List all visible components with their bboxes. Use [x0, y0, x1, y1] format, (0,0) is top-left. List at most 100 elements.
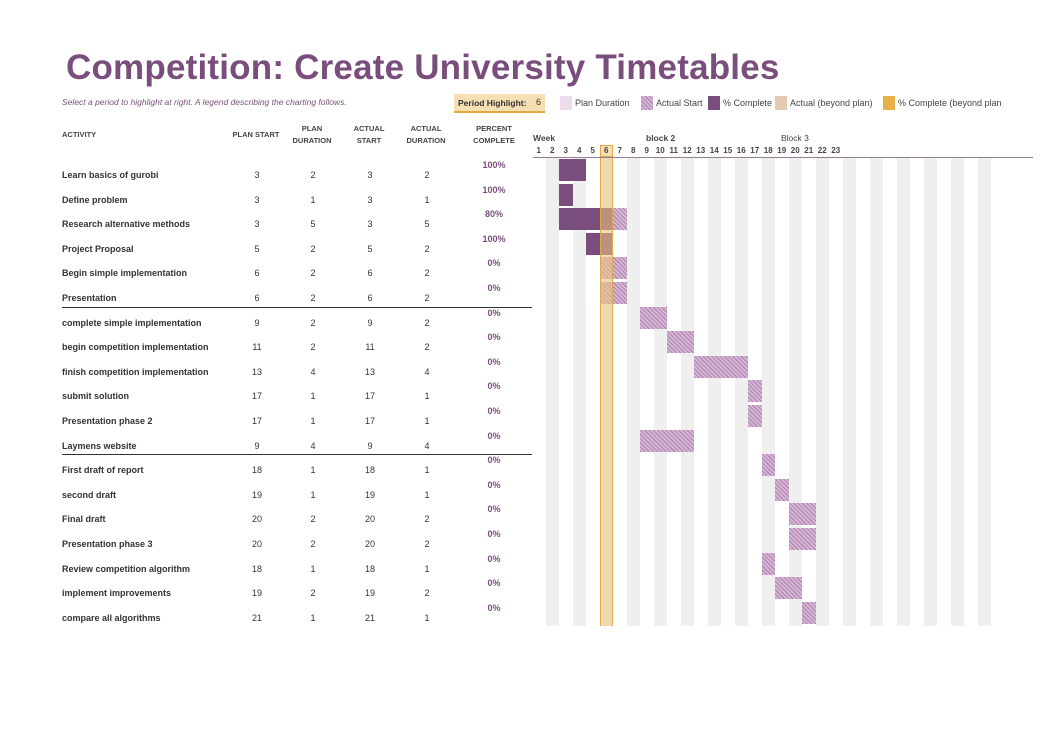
header-plan-start: PLAN START	[232, 130, 280, 139]
activity-row[interactable]: second draft 19 1 19 1 0%	[62, 480, 532, 507]
week-number-16: 16	[736, 146, 746, 155]
plan-start: 6	[254, 293, 260, 303]
percent-complete: 0%	[487, 283, 501, 293]
plan-duration: 2	[310, 588, 316, 599]
activity-row[interactable]: Begin simple implementation 6 2 6 2 0%	[62, 258, 532, 285]
page-title: Competition: Create University Timetable…	[66, 48, 780, 87]
actual-duration: 2	[424, 514, 430, 525]
actual-duration: 2	[424, 293, 430, 303]
actual-duration: 2	[424, 342, 430, 353]
gantt-column	[815, 158, 829, 626]
week-number-18: 18	[763, 146, 773, 155]
percent-complete: 0%	[487, 455, 501, 466]
actual-start: 9	[367, 317, 373, 328]
actual-start: 13	[364, 366, 375, 377]
actual-bar	[802, 601, 816, 624]
percent-complete: 100%	[482, 184, 506, 195]
week-number-9: 9	[644, 146, 649, 155]
gantt-column	[734, 158, 748, 626]
highlight-period-column	[599, 158, 613, 626]
actual-duration: 4	[424, 440, 430, 451]
activity-name: Presentation	[62, 293, 117, 303]
week-number-20: 20	[790, 146, 800, 155]
activity-row[interactable]: submit solution 17 1 17 1 0%	[62, 381, 532, 408]
week-number-4: 4	[577, 146, 582, 155]
plan-start: 18	[251, 563, 262, 574]
activity-name: Final draft	[62, 514, 106, 525]
plan-duration: 1	[310, 563, 316, 574]
percent-complete: 0%	[487, 602, 501, 613]
plan-duration: 2	[310, 539, 316, 549]
plan-start: 3	[254, 170, 260, 180]
period-highlight-input[interactable]: 6	[536, 97, 542, 107]
activity-row[interactable]: compare all algorithms 21 1 21 1 0%	[62, 602, 532, 630]
activity-row[interactable]: Research alternative methods 3 5 3 5 80%	[62, 209, 532, 236]
activity-row[interactable]: Presentation 6 2 6 2 0%	[62, 283, 532, 310]
activity-name: Project Proposal	[62, 243, 134, 254]
header-plan-duration: PLAN DURATION	[286, 123, 338, 147]
activity-name: submit solution	[62, 391, 129, 402]
percent-complete: 100%	[482, 233, 506, 244]
activity-name: Presentation phase 2	[62, 416, 153, 426]
activity-name: second draft	[62, 489, 117, 500]
activity-row[interactable]: Presentation phase 2 17 1 17 1 0%	[62, 406, 532, 433]
week-number-6: 6	[599, 145, 613, 157]
period-highlight-box[interactable]: Period Highlight: 6	[454, 94, 545, 113]
activity-row[interactable]: First draft of report 18 1 18 1 0%	[62, 455, 532, 482]
week-number-14: 14	[709, 146, 719, 155]
actual-bar	[694, 355, 748, 378]
activity-row[interactable]: Review competition algorithm 18 1 18 1 0%	[62, 554, 532, 581]
gantt-column	[869, 158, 883, 626]
actual-bar	[748, 405, 762, 427]
actual-start: 11	[365, 342, 375, 353]
week-number-3: 3	[563, 146, 568, 155]
plan-start: 9	[254, 440, 260, 451]
block-3-label: Block 3	[781, 133, 809, 143]
activity-row[interactable]: complete simple implementation 9 2 9 2 0%	[62, 307, 532, 335]
activity-row[interactable]: implement improvements 19 2 19 2 0%	[62, 578, 532, 605]
actual-duration: 2	[424, 268, 430, 279]
activity-row[interactable]: Learn basics of gurobi 3 2 3 2 100%	[62, 160, 532, 187]
percent-complete: 0%	[487, 307, 501, 318]
header-percent-complete: PERCENT COMPLETE	[464, 123, 524, 147]
activity-row[interactable]: Presentation phase 3 20 2 20 2 0%	[62, 529, 532, 556]
week-label: Week	[533, 133, 556, 143]
plan-start: 19	[251, 489, 262, 500]
activity-name: implement improvements	[62, 588, 172, 599]
week-number-5: 5	[590, 146, 595, 155]
section-divider	[62, 454, 532, 456]
legend-label: Actual Start	[656, 98, 703, 108]
plan-duration: 2	[310, 170, 316, 180]
activity-name: Begin simple implementation	[62, 268, 188, 279]
header-line: DURATION	[292, 136, 332, 145]
percent-complete: 0%	[487, 529, 501, 539]
actual-start: 3	[367, 219, 373, 230]
actual-duration: 1	[424, 612, 430, 623]
plan-duration: 1	[310, 612, 316, 623]
actual-bar	[640, 306, 667, 329]
activity-name: begin competition implementation	[62, 342, 209, 353]
actual-bar	[788, 528, 816, 550]
activity-row[interactable]: begin competition implementation 11 2 11 2 0%	[62, 332, 532, 359]
actual-duration: 1	[424, 194, 430, 205]
activity-row[interactable]: Final draft 20 2 20 2 0%	[62, 504, 532, 531]
week-number-22: 22	[817, 146, 827, 155]
complete-beyond-swatch	[883, 96, 895, 110]
actual-start: 19	[364, 588, 375, 599]
activity-row[interactable]: finish competition implementation 13 4 13 4 0…	[62, 357, 532, 384]
activity-row[interactable]: Define problem 3 1 3 1 100%	[62, 184, 532, 212]
plan-start: 20	[251, 514, 262, 525]
percent-complete: 0%	[487, 504, 501, 515]
activity-row[interactable]: Project Proposal 5 2 5 2 100%	[62, 233, 532, 261]
actual-start: 9	[367, 440, 373, 451]
legend-label: Plan Duration	[575, 98, 630, 108]
plan-duration: 2	[310, 243, 316, 254]
actual-start: 5	[367, 243, 373, 254]
period-highlight-label: Period Highlight:	[458, 98, 527, 108]
actual-duration: 1	[424, 563, 430, 574]
activity-row[interactable]: Laymens website 9 4 9 4 0%	[62, 431, 532, 458]
header-activity: ACTIVITY	[62, 130, 97, 139]
actual-duration: 1	[424, 416, 430, 426]
week-number-19: 19	[777, 146, 787, 155]
actual-bar	[761, 552, 775, 575]
